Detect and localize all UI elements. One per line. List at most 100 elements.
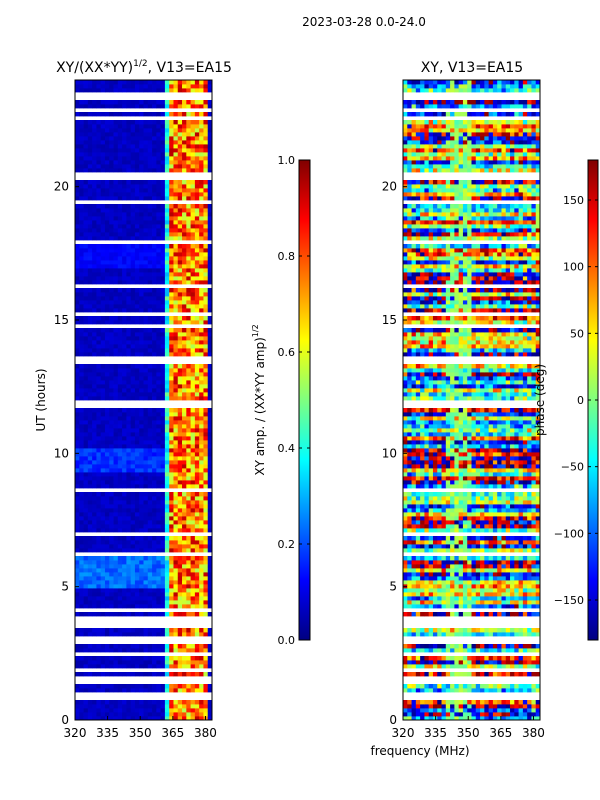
amplitude-cell	[182, 224, 187, 229]
amplitude-cell	[194, 540, 200, 545]
phase-cell	[505, 596, 511, 601]
phase-cell	[415, 700, 421, 705]
amplitude-cell	[83, 648, 89, 653]
amplitude-cell	[126, 188, 132, 193]
amplitude-cell	[100, 264, 106, 269]
amplitude-cell	[169, 168, 174, 173]
amplitude-cell	[92, 376, 97, 381]
amplitude-cell	[92, 104, 97, 109]
amplitude-cell	[160, 268, 166, 273]
amplitude-cell	[117, 700, 123, 705]
amplitude-cell	[96, 256, 102, 261]
amplitude-cell	[87, 524, 93, 529]
amplitude-cell	[126, 320, 132, 325]
amplitude-cell	[87, 156, 93, 161]
amplitude-cell	[147, 480, 153, 485]
amplitude-cell	[147, 688, 153, 693]
phase-cell	[522, 708, 528, 713]
amplitude-cell	[199, 136, 204, 141]
phase-cell	[514, 660, 519, 665]
amplitude-cell	[190, 152, 196, 157]
amplitude-cell	[104, 368, 110, 373]
amplitude-cell	[87, 148, 93, 153]
amplitude-cell	[134, 576, 140, 581]
amplitude-cell	[134, 632, 140, 637]
amplitude-cell	[177, 584, 183, 589]
amplitude-cell	[169, 364, 174, 369]
amplitude-cell	[83, 340, 89, 345]
amplitude-cell	[79, 440, 84, 445]
amplitude-cell	[164, 192, 170, 197]
phase-cell	[454, 664, 460, 669]
amplitude-cell	[79, 224, 84, 229]
phase-cell	[424, 576, 430, 581]
amplitude-cell	[96, 412, 102, 417]
amplitude-cell	[160, 164, 166, 169]
phase-cell	[454, 648, 460, 653]
amplitude-cell	[173, 572, 179, 577]
phase-cell	[518, 604, 524, 609]
amplitude-cell	[117, 424, 123, 429]
phase-cell	[535, 684, 541, 689]
amplitude-cell	[199, 420, 204, 425]
amplitude-cell	[87, 424, 93, 429]
amplitude-cell	[79, 580, 84, 585]
phase-cell	[420, 660, 425, 665]
amplitude-colorbar-tick-label: 0.4	[278, 442, 296, 455]
amplitude-cell	[143, 496, 149, 501]
amplitude-cell	[152, 296, 157, 301]
amplitude-cell	[186, 224, 191, 229]
amplitude-cell	[186, 412, 191, 417]
amplitude-cell	[207, 260, 213, 265]
amplitude-cell	[92, 236, 97, 241]
amplitude-cell	[147, 632, 153, 637]
amplitude-cell	[139, 544, 144, 549]
amplitude-cell	[177, 396, 183, 401]
amplitude-cell	[126, 716, 132, 721]
amplitude-cell	[134, 260, 140, 265]
amplitude-cell	[79, 264, 84, 269]
amplitude-cell	[130, 276, 136, 281]
amplitude-cell	[156, 384, 162, 389]
amplitude-cell	[169, 156, 174, 161]
amplitude-cell	[75, 120, 80, 125]
amplitude-cell	[83, 84, 89, 89]
amplitude-cell	[156, 440, 162, 445]
phase-cell	[492, 704, 498, 709]
amplitude-cell	[147, 112, 153, 117]
amplitude-cell	[113, 524, 119, 529]
amplitude-cell	[134, 480, 140, 485]
amplitude-cell	[190, 244, 196, 249]
amplitude-cell	[160, 480, 166, 485]
amplitude-cell	[109, 496, 114, 501]
amplitude-cell	[122, 384, 127, 389]
amplitude-cell	[199, 604, 204, 609]
phase-cell	[445, 664, 451, 669]
amplitude-cell	[203, 688, 209, 693]
amplitude-cell	[134, 296, 140, 301]
amplitude-cell	[143, 256, 149, 261]
phase-cell	[514, 700, 519, 705]
amplitude-cell	[117, 452, 123, 457]
amplitude-cell	[164, 364, 170, 369]
phase-cell	[415, 684, 421, 689]
amplitude-cell	[96, 656, 102, 661]
phase-cell	[441, 716, 447, 721]
amplitude-cell	[160, 512, 166, 517]
amplitude-cell	[173, 396, 179, 401]
amplitude-cell	[104, 144, 110, 149]
amplitude-cell	[92, 296, 97, 301]
amplitude-cell	[186, 436, 191, 441]
amplitude-cell	[199, 476, 204, 481]
phase-cell	[527, 700, 532, 705]
phase-cell	[484, 660, 490, 665]
phase-cell	[424, 644, 430, 649]
amplitude-cell	[92, 120, 97, 125]
amplitude-cell	[83, 712, 89, 717]
amplitude-cell	[156, 396, 162, 401]
amplitude-cell	[126, 364, 132, 369]
amplitude-cell	[169, 308, 174, 313]
amplitude-cell	[182, 208, 187, 213]
amplitude-cell	[152, 420, 157, 425]
amplitude-cell	[190, 712, 196, 717]
